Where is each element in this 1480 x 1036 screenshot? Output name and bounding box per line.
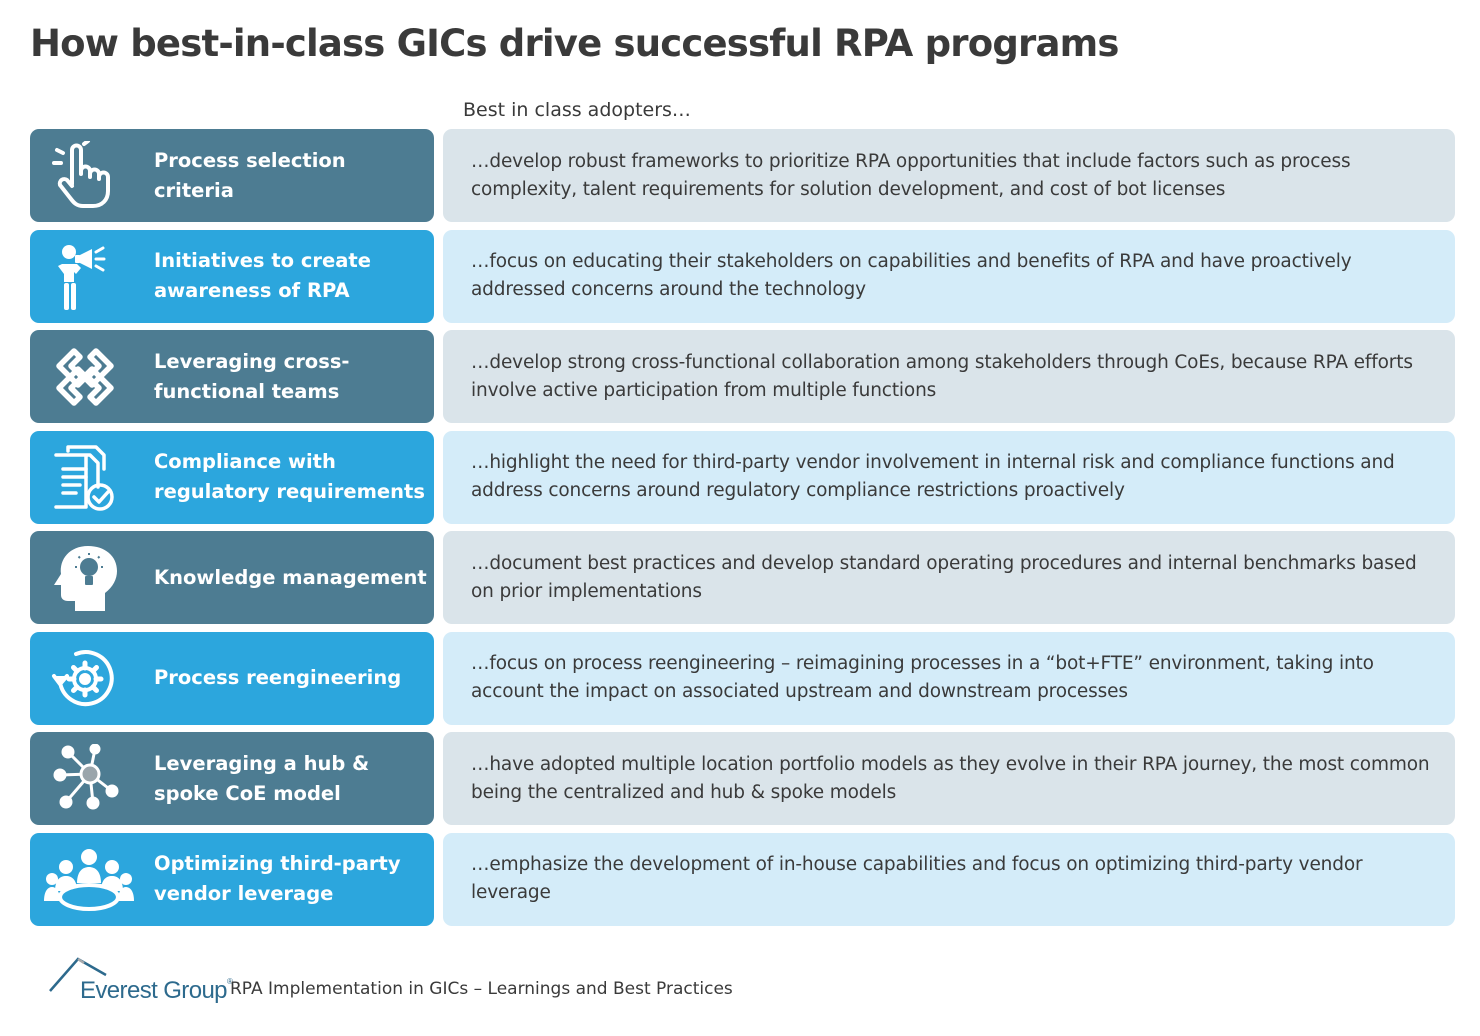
practice-row: Knowledge management …document best pract… [30,531,1455,624]
practice-description-box: …develop strong cross-functional collabo… [443,330,1455,423]
page-title: How best-in-class GICs drive successful … [30,22,1119,65]
megaphone-person-icon [50,242,120,312]
practice-label-box: Compliance with regulatory requirements [30,430,434,524]
practice-description-box: …focus on educating their stakeholders o… [443,229,1455,323]
practices-table: Process selection criteria …develop robus… [30,129,1455,933]
logo-text: Everest Group® [80,977,233,1004]
practice-label: Compliance with regulatory requirements [154,450,425,503]
practice-row: Leveraging cross-functional teams …develo… [30,330,1455,423]
practice-label-box: Leveraging a hub & spoke CoE model [30,732,434,825]
document-checkmark-icon [50,443,120,513]
practice-label: Leveraging a hub & spoke CoE model [154,751,370,805]
practice-label-box: Process reengineering [30,631,434,725]
practice-description: …emphasize the development of in-house c… [471,854,1363,903]
practice-row: Leveraging a hub & spoke CoE model …have … [30,732,1455,825]
practice-description: …develop robust frameworks to prioritize… [471,150,1351,200]
practice-description: …highlight the need for third-party vend… [471,452,1395,501]
head-lightbulb-icon [50,543,120,613]
practice-description-box: …focus on process reengineering – reimag… [443,631,1455,725]
practice-row: Optimizing third-party vendor leverage …e… [30,832,1455,926]
practice-description-box: …have adopted multiple location portfoli… [443,732,1455,825]
practice-label: Knowledge management [154,565,427,589]
gear-cycle-icon [50,644,120,714]
practice-label-box: Optimizing third-party vendor leverage [30,832,434,926]
practice-description: …have adopted multiple location portfoli… [471,753,1430,803]
pointing-hand-icon [50,141,120,211]
practice-row: Process selection criteria …develop robus… [30,129,1455,222]
practice-description: …document best practices and develop sta… [471,552,1417,602]
practice-description-box: …highlight the need for third-party vend… [443,430,1455,524]
meeting-table-icon [44,845,134,915]
practice-description: …develop strong cross-functional collabo… [471,351,1413,401]
footer-caption: RPA Implementation in GICs – Learnings a… [230,979,733,999]
practice-label: Optimizing third-party vendor leverage [154,852,401,905]
interlocked-links-icon [50,342,120,412]
footer: Everest Group® RPA Implementation in GIC… [48,955,748,1015]
practice-label: Process reengineering [154,666,402,689]
practice-row: Compliance with regulatory requirements …… [30,430,1455,524]
everest-group-logo: Everest Group® [48,955,233,1005]
practice-label: Leveraging cross-functional teams [154,349,350,403]
practice-label-box: Process selection criteria [30,129,434,222]
mountain-logo-icon [49,957,107,992]
practice-description: …focus on educating their stakeholders o… [471,251,1352,300]
practice-label-box: Initiatives to create awareness of RPA [30,229,434,323]
practice-row: Initiatives to create awareness of RPA …f… [30,229,1455,323]
practice-description-box: …emphasize the development of in-house c… [443,832,1455,926]
column-subheading: Best in class adopters… [463,99,691,121]
practice-description-box: …develop robust frameworks to prioritize… [443,129,1455,222]
practice-row: Process reengineering …focus on process r… [30,631,1455,725]
practice-label: Initiatives to create awareness of RPA [154,249,371,302]
practice-label: Process selection criteria [154,148,346,202]
practice-label-box: Knowledge management [30,531,434,624]
practice-description-box: …document best practices and develop sta… [443,531,1455,624]
hub-spoke-icon [50,744,120,814]
practice-label-box: Leveraging cross-functional teams [30,330,434,423]
practice-description: …focus on process reengineering – reimag… [471,653,1374,702]
